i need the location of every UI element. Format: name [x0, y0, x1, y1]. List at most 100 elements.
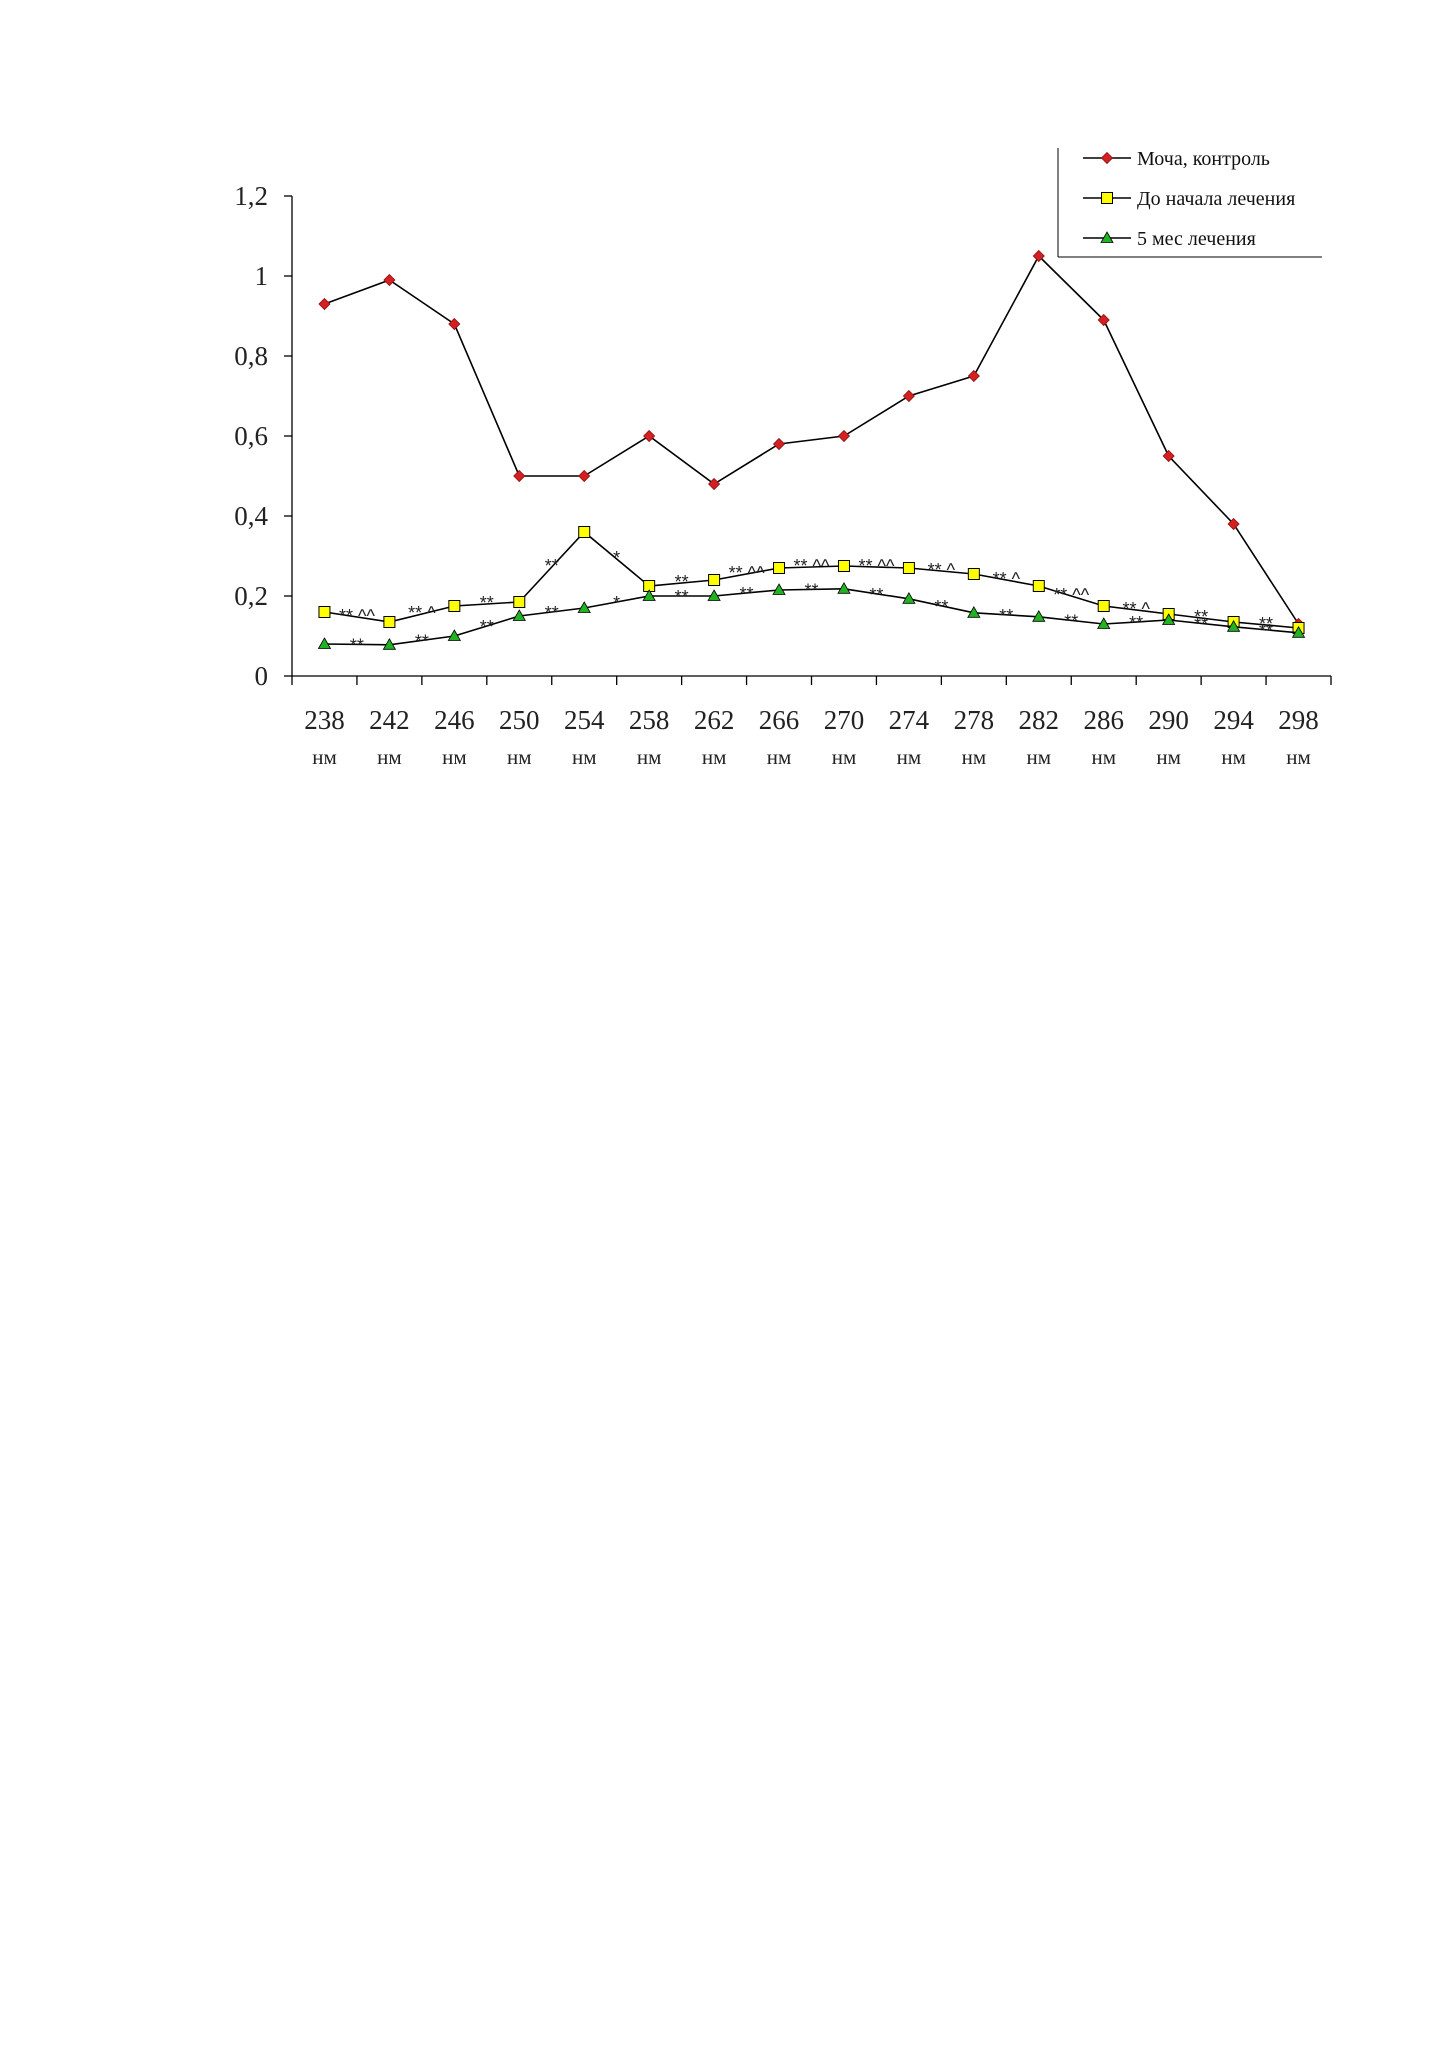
annotation-lower: **: [999, 606, 1013, 626]
series-2-point: [383, 616, 396, 628]
annotation-lower: **: [1259, 621, 1273, 641]
annotation-upper: ** ^^: [1053, 585, 1089, 605]
x-tick-label: 250: [499, 705, 540, 735]
series-3-point: [447, 629, 462, 641]
series-1-point: [383, 273, 396, 287]
annotation-upper: **: [675, 572, 689, 592]
series-1-point: [772, 437, 786, 451]
series-3-point: [707, 589, 721, 601]
x-tick-unit: нм: [1286, 745, 1311, 769]
annotation-lower: **: [415, 631, 429, 651]
annotation-lower: **: [545, 603, 559, 623]
annotation-lower: **: [350, 635, 364, 655]
x-tick-unit: нм: [572, 745, 597, 769]
annotation-lower: **: [480, 617, 494, 637]
annotation-lower: *: [613, 593, 620, 613]
series-3-point: [772, 583, 786, 595]
series-1-point: [902, 389, 915, 403]
annotation-upper: **: [545, 556, 559, 576]
x-tick-label: 298: [1278, 705, 1319, 735]
series-1-point: [578, 469, 591, 483]
annotation-upper: ** ^^: [339, 606, 375, 626]
x-tick-label: 294: [1213, 705, 1254, 735]
series-2-point: [967, 568, 980, 580]
series-2-point: [902, 562, 915, 574]
series-1-point: [448, 317, 461, 331]
series-3-point: [382, 637, 397, 650]
x-tick-label: 282: [1019, 705, 1060, 735]
legend-label: 5 мес лечения: [1137, 228, 1256, 250]
series-1-point: [967, 369, 980, 383]
x-tick-label: 246: [434, 705, 475, 735]
y-tick-label: 0,4: [234, 501, 268, 531]
x-tick-unit: нм: [1156, 745, 1181, 769]
series-3-point: [837, 581, 851, 594]
x-tick-label: 262: [694, 705, 735, 735]
annotation-lower: **: [675, 587, 689, 607]
series-1-point: [513, 469, 526, 483]
series-2-point: [448, 600, 461, 612]
x-tick-label: 286: [1083, 705, 1124, 735]
series-3-point: [902, 591, 916, 604]
annotation-upper: ** ^^: [858, 556, 894, 576]
annotation-lower: **: [804, 580, 818, 600]
series-1-point: [1162, 449, 1175, 463]
y-tick-label: 1,2: [234, 181, 268, 211]
legend-marker: [1100, 231, 1114, 243]
series-line-1: [324, 254, 1300, 625]
x-tick-label: 274: [889, 705, 930, 735]
series-line-2: [324, 530, 1299, 629]
x-tick-unit: нм: [1221, 745, 1246, 769]
annotation-upper: ** ^^: [729, 563, 765, 583]
series-3-point: [967, 605, 981, 618]
annotation-lower: **: [1129, 613, 1143, 633]
x-tick-unit: нм: [1027, 745, 1052, 769]
x-tick-unit: нм: [312, 745, 337, 769]
x-tick-unit: нм: [637, 745, 662, 769]
x-tick-unit: нм: [767, 745, 792, 769]
annotation-upper: ** ^^: [794, 556, 830, 576]
series-1-point: [1097, 313, 1110, 327]
series-2-point: [318, 606, 331, 618]
x-tick-unit: нм: [507, 745, 532, 769]
annotation-upper: **: [1259, 614, 1273, 634]
x-tick-unit: нм: [962, 745, 987, 769]
series-1-point: [837, 429, 851, 443]
y-tick-label: 0: [255, 661, 269, 691]
legend-marker: [1101, 192, 1113, 204]
x-tick-label: 242: [369, 705, 410, 735]
series-2-point: [1032, 580, 1045, 592]
series-3-point: [1097, 617, 1111, 629]
series-line-3: [324, 587, 1299, 646]
legend: Моча, контроль До начала лечения 5 мес леч…: [1057, 148, 1322, 258]
annotation-upper: ** ^: [928, 560, 956, 580]
annotation-lower: **: [1194, 614, 1208, 634]
series-1-point: [1227, 517, 1240, 531]
x-tick-label: 258: [629, 705, 670, 735]
y-tick-label: 1: [255, 261, 269, 291]
plot-area: 0 0,2 0,4 0,6 0,8 1 1,2 238 нм 242 нм 246 нм 250 нм 254…: [234, 181, 1332, 769]
annotation-lower: **: [740, 584, 754, 604]
x-tick-unit: нм: [1091, 745, 1116, 769]
legend-marker: [1100, 151, 1114, 165]
series-1-point: [708, 477, 721, 491]
series-3-point: [512, 609, 526, 621]
annotation-upper: *: [613, 548, 620, 568]
x-tick-label: 238: [304, 705, 345, 735]
series-3-point: [1291, 625, 1306, 638]
y-tick-label: 0,2: [234, 581, 268, 611]
y-tick-label: 0,6: [234, 421, 268, 451]
x-tick-unit: нм: [832, 745, 857, 769]
y-tick-label: 0,8: [234, 341, 268, 371]
series-3-point: [1226, 619, 1241, 632]
x-tick-label: 290: [1148, 705, 1189, 735]
x-tick-unit: нм: [702, 745, 727, 769]
series-2-point: [1097, 600, 1110, 612]
x-tick-label: 254: [564, 705, 605, 735]
annotation-upper: ** ^: [408, 603, 436, 623]
x-tick-label: 278: [954, 705, 995, 735]
legend-label: Моча, контроль: [1137, 148, 1270, 170]
x-tick-label: 266: [759, 705, 800, 735]
x-tick-label: 270: [824, 705, 865, 735]
